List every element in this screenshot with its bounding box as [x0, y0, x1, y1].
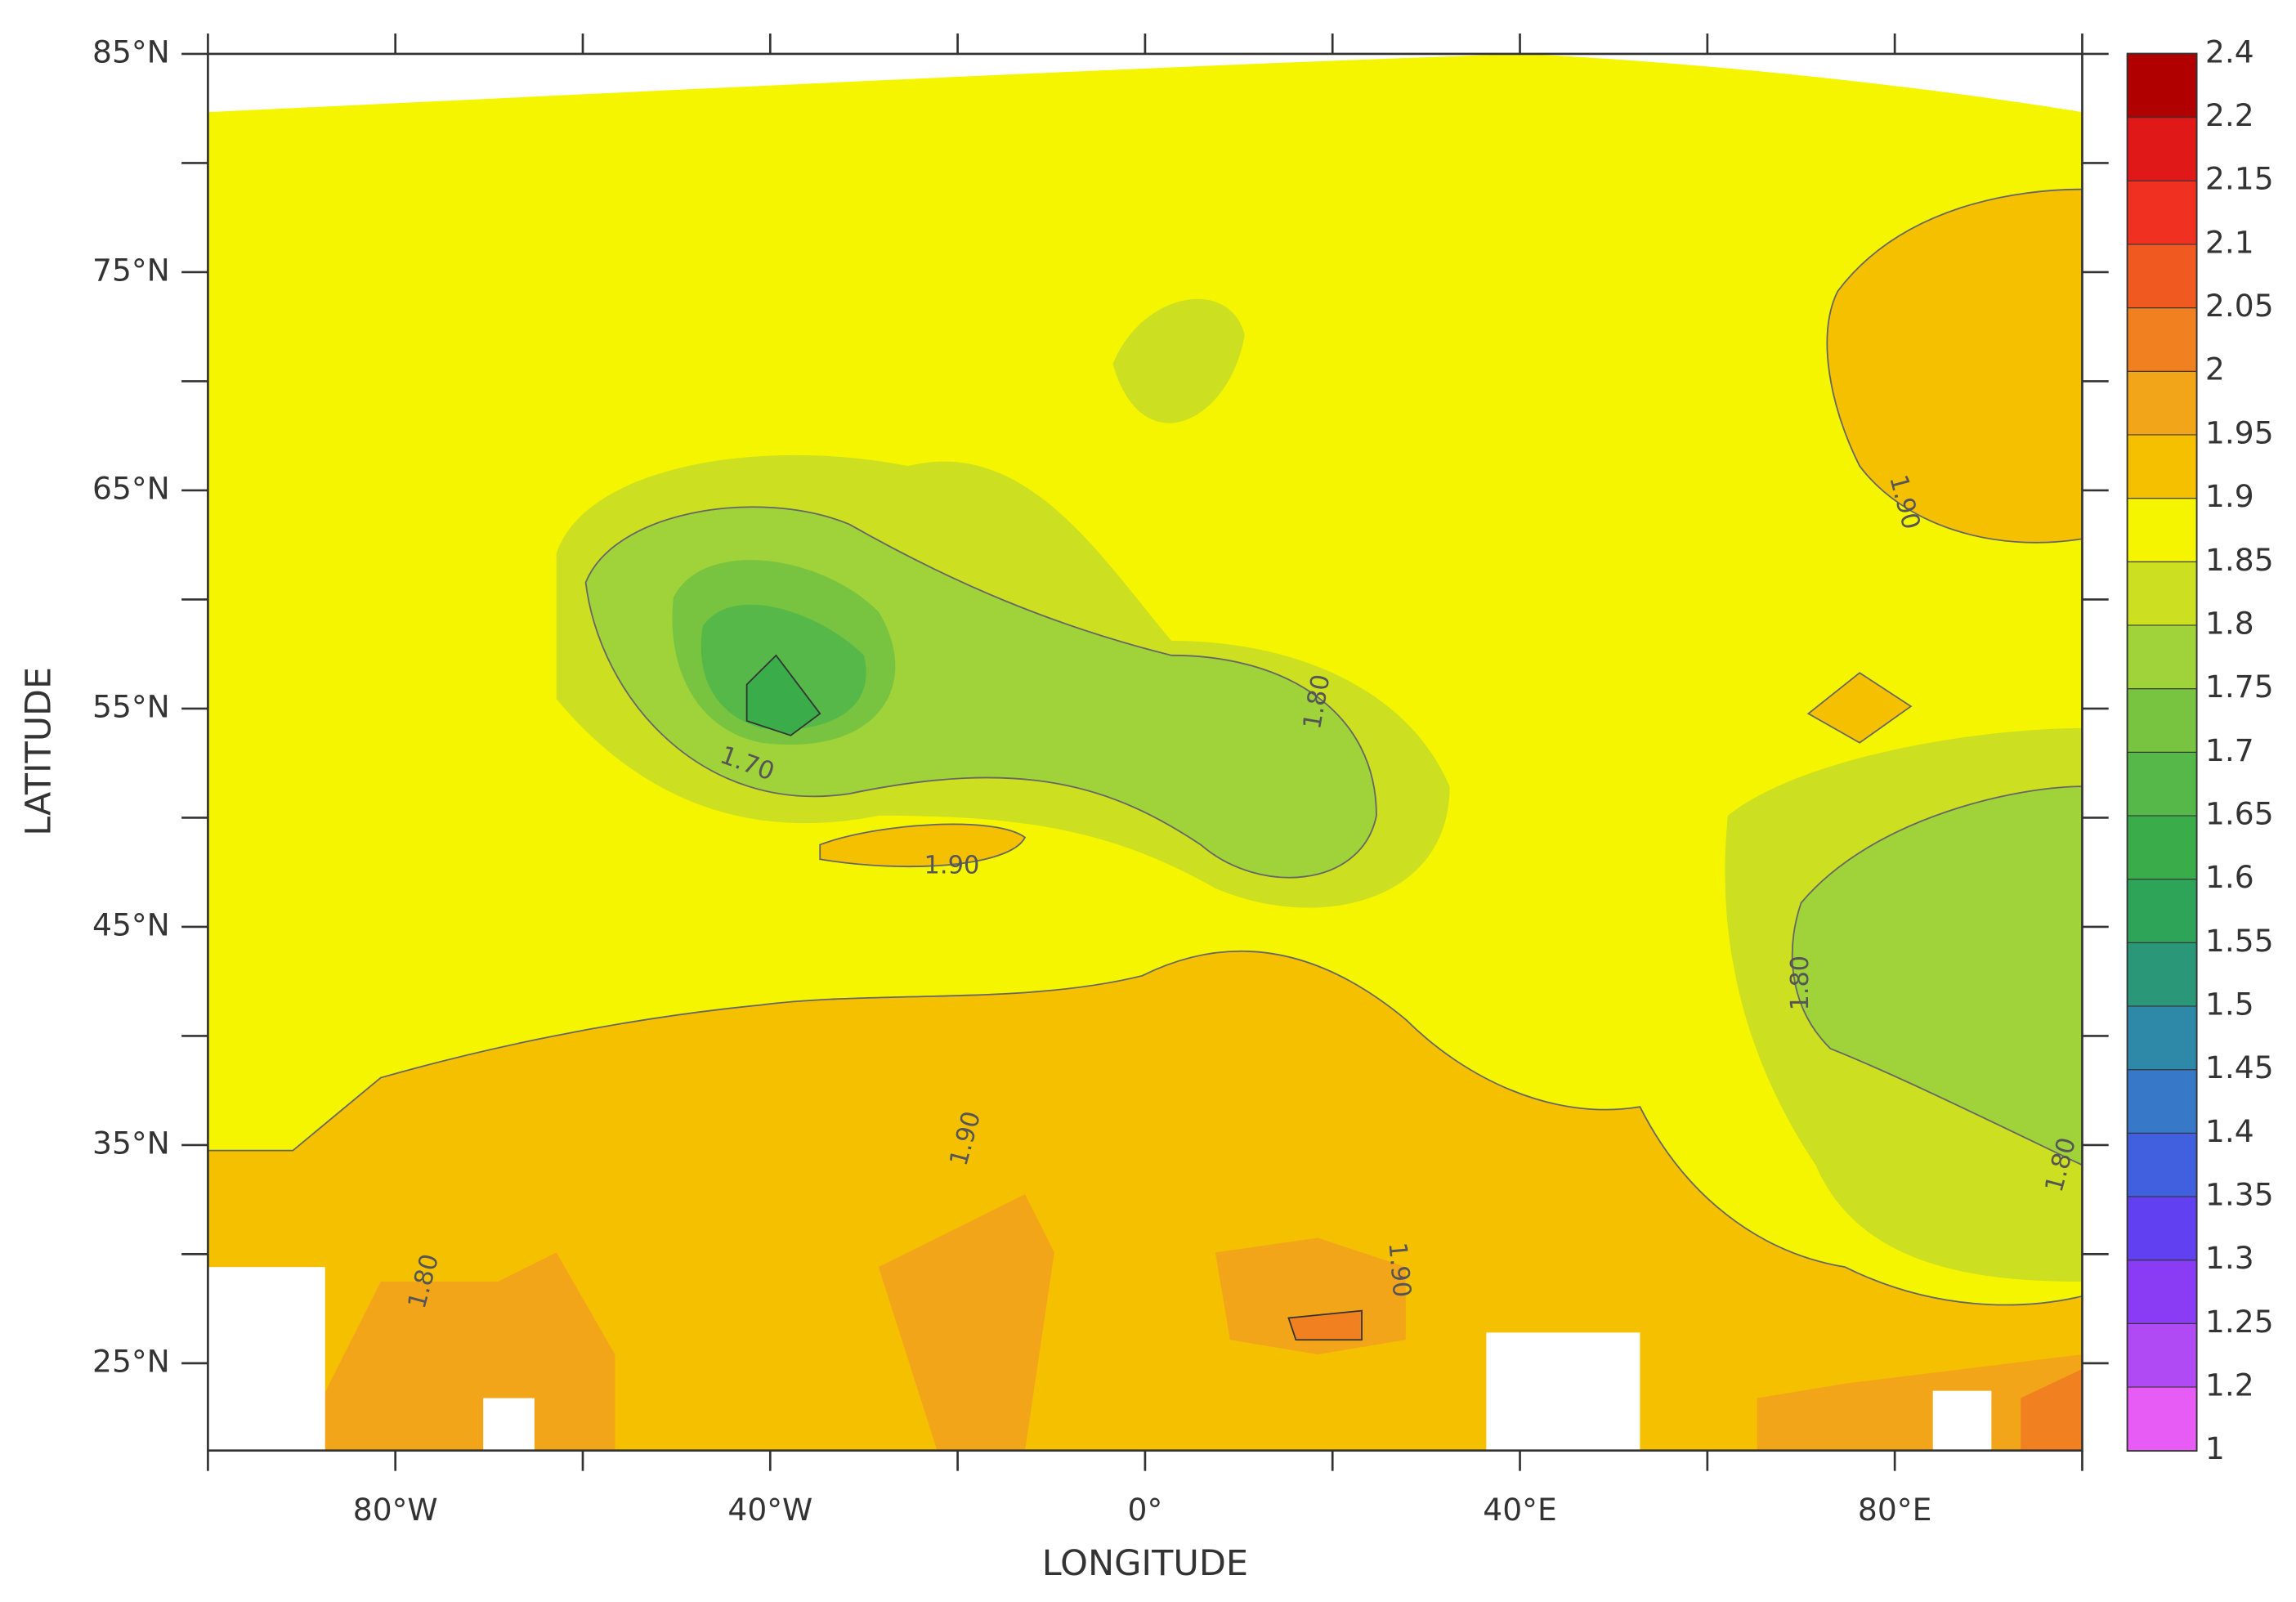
x-tick-label: 80°W — [353, 1492, 438, 1528]
contour-fill — [819, 823, 1027, 868]
x-tick-label: 0° — [1128, 1492, 1163, 1528]
y-tick-label: 35°N — [92, 1125, 170, 1161]
colorbar-label: 1.6 — [2205, 859, 2254, 895]
contour-fill — [1757, 1354, 2083, 1451]
missing-data — [1486, 1332, 1640, 1451]
colorbar-label: 1.9 — [2205, 478, 2254, 514]
colorbar-box — [2127, 1196, 2197, 1261]
x-tick-label: 80°E — [1858, 1492, 1931, 1528]
colorbar-box — [2127, 370, 2197, 436]
colorbar-box — [2127, 1005, 2197, 1071]
y-tick-label: 25°N — [92, 1343, 170, 1379]
contour-fill — [745, 654, 821, 736]
x-axis-title: LONGITUDE — [1042, 1543, 1248, 1584]
colorbar-label: 1.7 — [2205, 732, 2254, 768]
colorbar-label: 1.25 — [2205, 1304, 2274, 1340]
colorbar-box — [2127, 53, 2197, 119]
colorbar-box — [2127, 1069, 2197, 1134]
colorbar-label: 1.95 — [2205, 415, 2274, 451]
colorbar-box — [2127, 244, 2197, 309]
missing-data — [1932, 1390, 1992, 1451]
x-tick-label: 40°W — [727, 1492, 812, 1528]
missing-data — [208, 1267, 325, 1451]
colorbar-box — [2127, 1260, 2197, 1324]
contour-fill — [2021, 1368, 2083, 1451]
contour-fill — [1287, 1309, 1363, 1341]
y-tick-label: 65°N — [92, 470, 170, 506]
colorbar-label: 1.8 — [2205, 606, 2254, 642]
contour-fill — [1806, 672, 1913, 744]
colorbar-label: 1.55 — [2205, 923, 2274, 959]
y-axis-title: LATITUDE — [19, 667, 60, 836]
colorbar-label: 2 — [2205, 351, 2225, 387]
contour-fill — [1826, 188, 2083, 544]
colorbar-box — [2127, 561, 2197, 626]
contour-label: 1.90 — [924, 852, 980, 880]
colorbar-box — [2127, 498, 2197, 562]
colorbar-label: 2.2 — [2205, 97, 2254, 133]
contour-fill — [878, 1194, 1054, 1451]
colorbar-box — [2127, 1386, 2197, 1452]
colorbar-label: 2.05 — [2205, 288, 2274, 324]
colorbar-box — [2127, 942, 2197, 1007]
colorbar-label: 2.1 — [2205, 225, 2254, 261]
y-tick-label: 85°N — [92, 34, 170, 69]
contour-fill — [1112, 298, 1245, 423]
colorbar-box — [2127, 180, 2197, 245]
contour-fill — [207, 950, 2083, 1452]
colorbar-label: 1.35 — [2205, 1177, 2274, 1213]
y-tick-label: 45°N — [92, 906, 170, 942]
contour-fill — [1791, 785, 2083, 1166]
colorbar-box — [2127, 117, 2197, 181]
colorbar-label: 1.65 — [2205, 796, 2274, 832]
field — [207, 53, 2083, 1452]
colorbar-label: 1.85 — [2205, 542, 2274, 578]
colorbar-box — [2127, 1322, 2197, 1388]
colorbar-box — [2127, 815, 2197, 880]
colorbar-label: 2.15 — [2205, 161, 2274, 197]
colorbar-label: 1.3 — [2205, 1240, 2254, 1276]
colorbar-label: 1.5 — [2205, 987, 2254, 1023]
colorbar-box — [2127, 751, 2197, 817]
colorbar-box — [2127, 1132, 2197, 1197]
x-tick-label: 40°E — [1483, 1492, 1556, 1528]
colorbar-label: 1.45 — [2205, 1049, 2274, 1085]
contour-label: 1.80 — [1786, 955, 1815, 1010]
colorbar-label: 1.75 — [2205, 669, 2274, 705]
contour-label: 1.90 — [1382, 1242, 1416, 1299]
colorbar-box — [2127, 434, 2197, 499]
contour-fill — [322, 1252, 615, 1451]
y-tick-label: 75°N — [92, 252, 170, 288]
colorbar-label: 1.2 — [2205, 1367, 2254, 1403]
colorbar-label: 1 — [2205, 1430, 2225, 1466]
colorbar-box — [2127, 624, 2197, 690]
missing-data — [483, 1398, 535, 1451]
colorbar-box — [2127, 879, 2197, 943]
y-tick-label: 55°N — [92, 688, 170, 724]
colorbar-label: 2.4 — [2205, 34, 2254, 69]
colorbar-box — [2127, 688, 2197, 753]
colorbar-label: 1.4 — [2205, 1113, 2254, 1149]
colorbar-box — [2127, 307, 2197, 372]
